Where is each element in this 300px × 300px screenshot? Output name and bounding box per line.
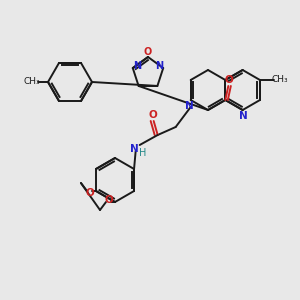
Text: CH₃: CH₃ xyxy=(272,76,288,85)
Text: N: N xyxy=(133,61,141,71)
Text: O: O xyxy=(144,47,152,57)
Text: N: N xyxy=(130,144,139,154)
Text: O: O xyxy=(148,110,157,120)
Text: N: N xyxy=(185,101,194,111)
Text: O: O xyxy=(225,75,234,85)
Text: H: H xyxy=(139,148,146,158)
Text: O: O xyxy=(105,195,113,205)
Text: O: O xyxy=(85,188,94,198)
Text: N: N xyxy=(239,111,248,121)
Text: CH₃: CH₃ xyxy=(24,77,40,86)
Text: N: N xyxy=(155,61,163,71)
